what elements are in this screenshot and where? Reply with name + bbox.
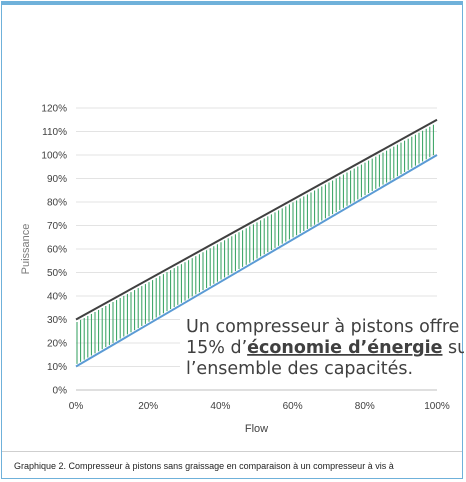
x-tick-label: 60% — [283, 401, 303, 412]
y-axis-label: Puissance — [20, 224, 32, 275]
x-tick-label: 20% — [138, 401, 158, 412]
series-line-upper — [75, 118, 438, 321]
figure-caption: Graphique 2. Compresseur à pistons sans … — [14, 461, 394, 471]
x-tick-label: 100% — [424, 401, 450, 412]
y-axis-ticks: 0% 10% 20% 30% 40% 50% 60% 70% 80% 90% 100% 110% 120… — [41, 104, 67, 397]
x-tick-label: 40% — [210, 401, 230, 412]
y-tick-label: 60% — [47, 245, 67, 256]
y-tick-label: 90% — [47, 174, 67, 185]
annotation-box: Un compresseur à pistons offre 15% d’éco… — [180, 311, 464, 381]
caption-divider — [2, 451, 462, 452]
annotation-line-2: 15% d’économie d’énergie sur — [186, 338, 464, 358]
x-axis-ticks: 0% 20% 40% 60% 80% 100% — [69, 401, 450, 412]
y-tick-label: 0% — [53, 386, 68, 397]
x-axis-label: Flow — [245, 423, 268, 435]
y-tick-label: 110% — [42, 127, 67, 138]
y-tick-label: 50% — [47, 268, 67, 279]
series-line-lower — [75, 154, 438, 368]
chart: 0% 10% 20% 30% 40% 50% 60% 70% 80% 90% 100% 110% 120… — [20, 104, 464, 436]
y-tick-label: 120% — [41, 104, 67, 115]
annotation-line-1: Un compresseur à pistons offre — [186, 317, 459, 337]
y-tick-label: 20% — [47, 339, 67, 350]
savings-hatch-area — [76, 124, 434, 364]
x-tick-label: 0% — [69, 401, 84, 412]
annotation-line-2-suffix: sur — [442, 338, 464, 358]
y-tick-label: 100% — [41, 151, 67, 162]
y-tick-label: 80% — [47, 198, 67, 209]
annotation-emphasis: économie d’énergie — [247, 338, 442, 358]
x-tick-label: 80% — [355, 401, 375, 412]
y-tick-label: 10% — [47, 362, 67, 373]
y-tick-label: 30% — [47, 315, 67, 326]
annotation-line-3: l’ensemble des capacités. — [186, 359, 413, 379]
annotation-line-2-prefix: 15% d’ — [186, 338, 247, 358]
series-lines — [75, 118, 438, 368]
y-tick-label: 70% — [47, 221, 67, 232]
y-tick-label: 40% — [47, 292, 67, 303]
gridlines — [76, 107, 437, 391]
